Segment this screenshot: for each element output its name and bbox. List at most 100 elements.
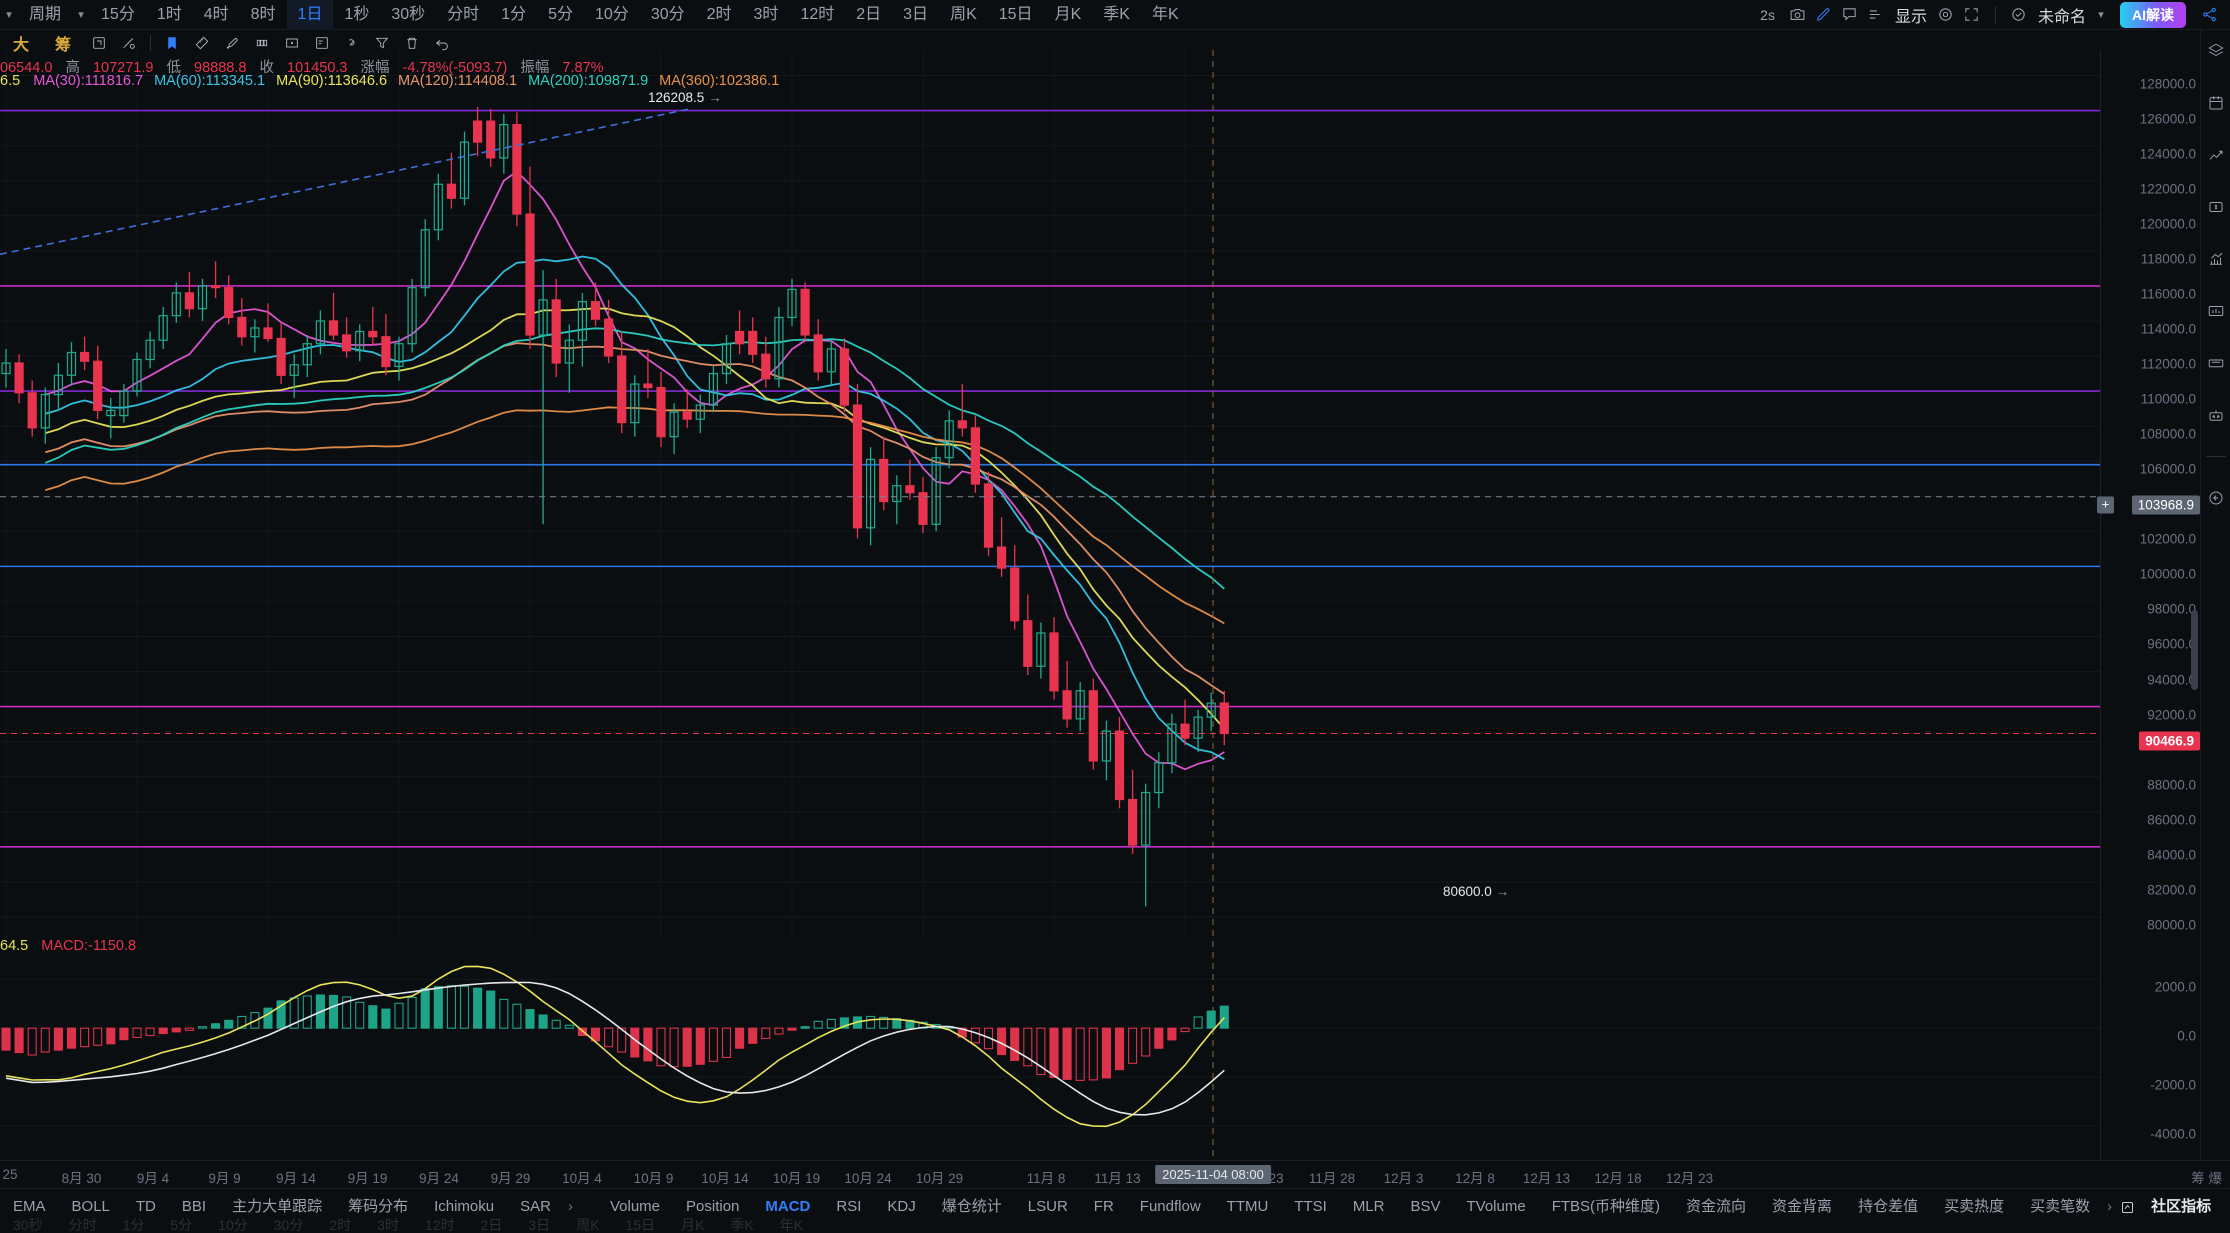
period-tab-14[interactable]: 12时 — [800, 5, 835, 23]
display-label[interactable]: 显示 — [1894, 8, 1927, 26]
trash-icon[interactable] — [397, 30, 427, 56]
period-tab-0[interactable]: 15分 — [101, 5, 135, 23]
time-axis[interactable]: 25 8月 30 9月 4 9月 9 9月 14 9月 19 9月 24 9月 29 10月 4… — [0, 1160, 2230, 1188]
rect-icon[interactable] — [277, 30, 307, 56]
refresh-rate-label[interactable]: 2s — [1760, 6, 1775, 23]
pen-icon[interactable] — [1811, 2, 1837, 28]
period-tab-13[interactable]: 3时 — [753, 5, 779, 23]
undo-icon[interactable] — [427, 30, 457, 56]
indicator-sub-9[interactable]: TTMU — [1226, 1198, 1269, 1215]
indicator-sub-17[interactable]: 持仓差值 — [1858, 1198, 1919, 1215]
trendline-icon[interactable] — [114, 30, 144, 56]
period-tab-20[interactable]: 季K — [1103, 5, 1130, 23]
indicator-main-0[interactable]: EMA — [13, 1198, 46, 1215]
community-indicator-icon[interactable] — [2116, 1195, 2138, 1219]
collapse-panel-icon[interactable] — [2205, 487, 2227, 509]
indicator-sub-15[interactable]: 资金流向 — [1686, 1198, 1747, 1215]
indicator-main-4[interactable]: 主力大单跟踪 — [232, 1198, 323, 1215]
period-tab-17[interactable]: 周K — [950, 5, 977, 23]
period-tab-18[interactable]: 15日 — [998, 5, 1033, 23]
indicator-main-7[interactable]: SAR — [520, 1198, 551, 1215]
period-tab-21[interactable]: 年K — [1151, 5, 1179, 23]
period-tab-1[interactable]: 1时 — [156, 5, 182, 23]
indicator-overflow-arrow-left[interactable]: › — [567, 1198, 573, 1215]
ma-lead-value: 6.5 — [0, 73, 21, 89]
trend-chart-icon[interactable] — [2205, 144, 2227, 166]
chips-toggle[interactable]: 筹 — [55, 37, 72, 54]
robot-icon[interactable] — [2205, 404, 2227, 426]
period-tab-8[interactable]: 1分 — [501, 5, 527, 23]
text-icon[interactable] — [247, 30, 277, 56]
indicator-sub-4[interactable]: KDJ — [887, 1198, 916, 1215]
magnet-icon[interactable] — [84, 30, 114, 56]
layout-chevron-down-icon[interactable]: ▾ — [2098, 9, 2104, 21]
indicator-sub-10[interactable]: TTSI — [1294, 1198, 1327, 1215]
indicator-main-5[interactable]: 筹码分布 — [348, 1198, 409, 1215]
indicator-main-3[interactable]: BBI — [181, 1198, 207, 1215]
candlestick-plot[interactable] — [0, 50, 2100, 1160]
period-tab-19[interactable]: 月K — [1054, 5, 1082, 23]
period-tab-16[interactable]: 3日 — [903, 5, 929, 23]
bar-chart-growth-icon[interactable] — [2205, 248, 2227, 270]
indicator-sub-16[interactable]: 资金背离 — [1772, 1198, 1833, 1215]
big-order-toggle[interactable]: 大 — [13, 37, 30, 54]
period-tab-9[interactable]: 5分 — [548, 5, 573, 23]
chart-canvas[interactable] — [0, 50, 2100, 1160]
filter-icon[interactable] — [367, 30, 397, 56]
indicator-sub-12[interactable]: BSV — [1410, 1198, 1441, 1215]
ai-analysis-button[interactable]: AI解读 — [2120, 1, 2186, 28]
period-tab-7[interactable]: 分时 — [447, 5, 480, 23]
link-icon[interactable] — [337, 30, 367, 56]
indicator-sub-6[interactable]: LSUR — [1027, 1198, 1068, 1215]
period-tab-11[interactable]: 30分 — [650, 5, 685, 23]
period-tab-5[interactable]: 1秒 — [344, 5, 370, 23]
community-indicator-button[interactable]: 社区指标 — [2151, 1198, 2212, 1215]
layers-icon[interactable] — [2205, 40, 2227, 62]
chart-scrollbar-thumb[interactable] — [2191, 610, 2198, 690]
note-edit-icon[interactable] — [307, 30, 337, 56]
period-tab-10[interactable]: 10分 — [595, 5, 629, 23]
period-tab-4[interactable]: 1日 — [286, 0, 334, 30]
indicator-sub-7[interactable]: FR — [1093, 1198, 1114, 1215]
ruler-icon[interactable] — [187, 30, 217, 56]
note-icon[interactable] — [1837, 2, 1863, 28]
indicator-sub-14[interactable]: FTBS(币种维度) — [1551, 1198, 1661, 1215]
share-icon[interactable] — [2196, 2, 2222, 28]
period-tab-3[interactable]: 8时 — [250, 5, 276, 23]
check-circle-icon[interactable] — [2006, 2, 2032, 28]
indicator-sub-18[interactable]: 买卖热度 — [1944, 1198, 2005, 1215]
calendar-icon[interactable] — [2205, 92, 2227, 114]
period-tab-2[interactable]: 4时 — [203, 5, 229, 23]
period-tab-6[interactable]: 30秒 — [391, 5, 426, 23]
period-tab-15[interactable]: 2日 — [856, 5, 882, 23]
indicator-overflow-arrow-right[interactable]: › — [2107, 1198, 2113, 1215]
camera-icon[interactable] — [1785, 2, 1811, 28]
menu-chevron-icon[interactable]: ▾ — [6, 9, 12, 21]
indicator-sub-13[interactable]: TVolume — [1466, 1198, 1526, 1215]
list-icon[interactable] — [1863, 2, 1889, 28]
indicator-sub-3[interactable]: RSI — [836, 1198, 862, 1215]
indicator-sub-0[interactable]: Volume — [609, 1198, 661, 1215]
indicator-sub-8[interactable]: Fundflow — [1139, 1198, 1201, 1215]
target-icon[interactable] — [1933, 2, 1959, 28]
indicator-sub-1[interactable]: Position — [686, 1198, 740, 1215]
bookmark-icon[interactable] — [157, 30, 187, 56]
indicator-main-2[interactable]: TD — [135, 1198, 156, 1215]
indicator-sub-5[interactable]: 爆仓统计 — [941, 1198, 1002, 1215]
crosshair-add-icon[interactable]: + — [2097, 496, 2114, 514]
price-axis[interactable]: 128000.0 126000.0 124000.0 122000.0 120000.0… — [2097, 50, 2200, 1160]
indicator-main-6[interactable]: Ichimoku — [434, 1198, 495, 1215]
histogram-panel-icon[interactable] — [2205, 300, 2227, 322]
money-icon[interactable] — [2205, 196, 2227, 218]
indicator-sub-19[interactable]: 买卖笔数 — [2030, 1198, 2091, 1215]
period-tab-12[interactable]: 2时 — [706, 5, 732, 23]
indicator-sub-11[interactable]: MLR — [1352, 1198, 1385, 1215]
etf-icon[interactable] — [2205, 352, 2227, 374]
indicator-main-1[interactable]: BOLL — [71, 1198, 110, 1215]
brush-icon[interactable] — [217, 30, 247, 56]
period-chevron-down-icon[interactable]: ▾ — [78, 9, 84, 21]
layout-name[interactable]: 未命名 — [2037, 8, 2086, 26]
fullscreen-icon[interactable] — [1959, 2, 1985, 28]
axis-right-labels[interactable]: 筹 爆 — [2191, 1171, 2222, 1186]
indicator-sub-2[interactable]: MACD — [765, 1198, 811, 1215]
